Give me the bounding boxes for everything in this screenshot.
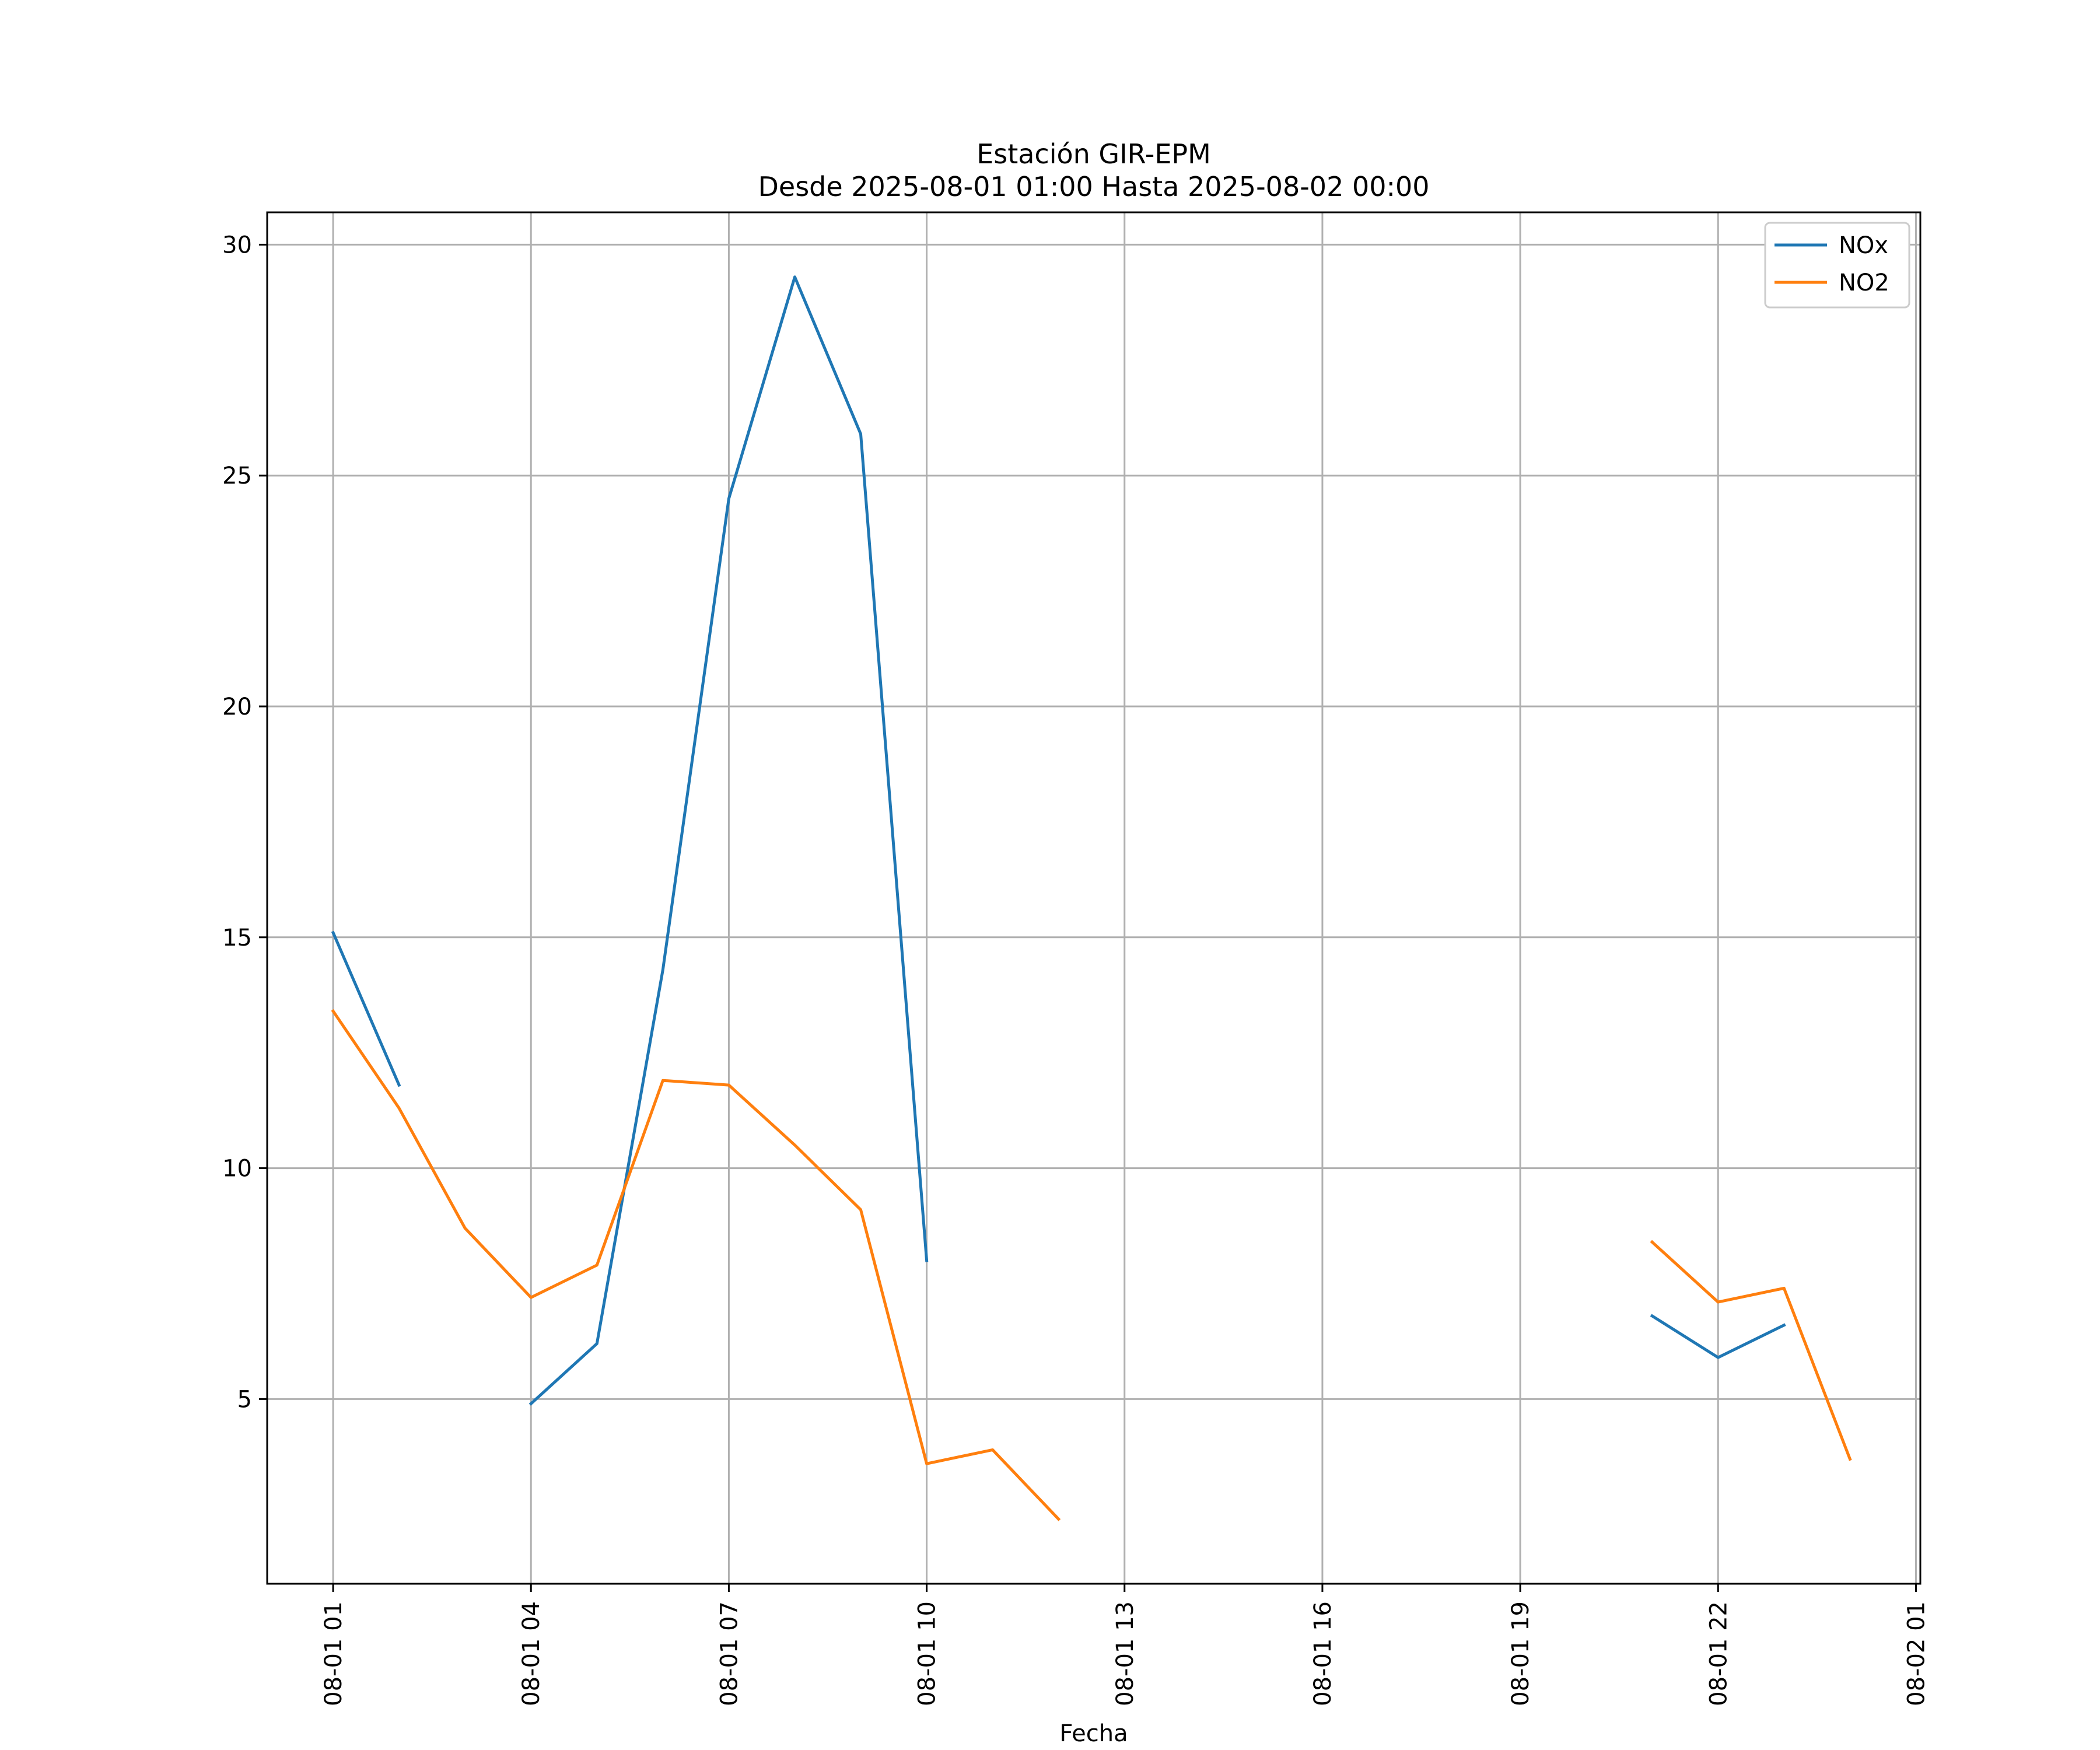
legend-label-nox: NOx <box>1839 232 1888 259</box>
plot-series <box>331 275 1852 1521</box>
y-tick-label: 5 <box>237 1386 252 1413</box>
x-tick-label: 08-01 01 <box>320 1601 347 1706</box>
series-line-nox <box>331 930 401 1087</box>
y-tick-label: 25 <box>222 463 252 489</box>
series-line-no2 <box>331 1009 1061 1521</box>
y-tick-label: 15 <box>222 925 252 951</box>
x-tick-label: 08-02 01 <box>1903 1601 1930 1706</box>
chart-title-line2: Desde 2025-08-01 01:00 Hasta 2025-08-02 … <box>758 171 1429 202</box>
chart-title-line1: Estación GIR-EPM <box>977 138 1211 170</box>
x-tick-label: 08-01 19 <box>1507 1601 1534 1706</box>
x-tick-label: 08-01 13 <box>1112 1601 1139 1706</box>
axis-ticks: 08-01 01 08-01 04 08-01 07 08-01 10 08-01 13… <box>222 232 1930 1706</box>
x-tick-label: 08-01 07 <box>716 1601 743 1706</box>
y-tick-label: 20 <box>222 694 252 720</box>
x-tick-label: 08-01 04 <box>518 1601 545 1706</box>
series-line-nox <box>1650 1314 1786 1359</box>
y-tick-label: 30 <box>222 232 252 258</box>
x-tick-label: 08-01 16 <box>1310 1601 1336 1706</box>
x-tick-label: 08-01 22 <box>1705 1601 1732 1706</box>
x-tick-label: 08-01 10 <box>914 1601 941 1706</box>
series-line-nox <box>528 275 929 1406</box>
y-tick-label: 10 <box>222 1156 252 1182</box>
x-axis-label: Fecha <box>1059 1720 1128 1747</box>
legend-label-no2: NO2 <box>1839 270 1889 296</box>
axes-frame <box>266 211 1922 1585</box>
legend: NOx NO2 <box>1764 222 1910 309</box>
series-line-no2 <box>1650 1240 1852 1461</box>
grid-lines <box>267 212 1920 1584</box>
